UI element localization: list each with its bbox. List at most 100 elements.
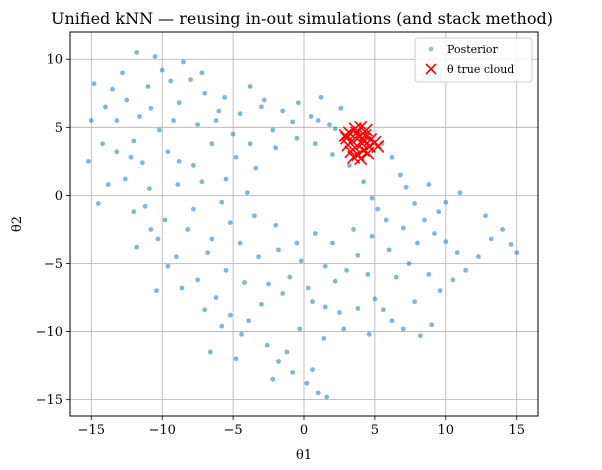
posterior-point	[310, 367, 315, 373]
posterior-point	[213, 118, 219, 123]
posterior-point	[366, 331, 372, 337]
posterior-point	[312, 231, 318, 236]
posterior-point	[148, 227, 154, 232]
y-tick-label: −10	[36, 325, 63, 340]
posterior-point	[233, 356, 239, 362]
posterior-point	[120, 70, 125, 76]
posterior-point	[324, 394, 330, 400]
posterior-point	[294, 240, 300, 246]
y-tick-label: −15	[36, 393, 63, 408]
posterior-point	[185, 227, 191, 232]
posterior-point	[199, 179, 205, 185]
posterior-point	[369, 195, 375, 201]
legend-theta-label: θ true cloud	[447, 63, 514, 76]
posterior-point	[95, 201, 101, 206]
posterior-point	[417, 333, 423, 339]
posterior-point	[213, 295, 219, 300]
posterior-point	[389, 154, 395, 160]
posterior-point	[176, 158, 182, 164]
posterior-point	[131, 138, 137, 144]
posterior-point	[422, 217, 427, 223]
posterior-point	[208, 349, 213, 355]
y-tick-label: 0	[55, 189, 63, 204]
y-tick-label: 10	[46, 53, 63, 68]
posterior-point	[312, 141, 318, 147]
posterior-point	[128, 154, 134, 160]
posterior-point	[266, 281, 271, 287]
posterior-point	[152, 54, 158, 59]
posterior-point	[287, 274, 293, 280]
data-points	[86, 50, 520, 400]
posterior-point	[219, 199, 225, 205]
axis-ticks: −15 −10 −5 0 5 10 15 −15 −10 −5 0 5 10	[36, 53, 525, 438]
posterior-point	[230, 131, 236, 137]
theta-true-point	[356, 133, 371, 147]
posterior-point	[355, 252, 361, 258]
posterior-point	[156, 127, 162, 133]
theta-true-point	[371, 139, 385, 153]
grid-lines	[70, 32, 538, 416]
posterior-point	[383, 217, 389, 223]
posterior-point	[426, 271, 432, 277]
posterior-point	[332, 278, 338, 284]
posterior-point	[223, 267, 229, 273]
legend-posterior-label: Posterior	[447, 43, 499, 56]
posterior-point	[400, 225, 406, 231]
posterior-point	[318, 94, 324, 100]
posterior-point	[308, 114, 314, 119]
chart-title: Unified kNN — reusing in-out simulations…	[51, 9, 553, 28]
posterior-point	[259, 301, 264, 307]
posterior-point	[346, 163, 352, 168]
posterior-point	[365, 271, 371, 277]
posterior-point	[304, 380, 310, 386]
posterior-point	[122, 176, 128, 182]
posterior-point	[134, 244, 140, 250]
x-tick-label: −5	[224, 423, 243, 438]
y-tick-label: 5	[55, 121, 63, 136]
posterior-point	[86, 158, 91, 164]
posterior-point	[105, 182, 111, 187]
posterior-point	[223, 176, 229, 182]
posterior-point	[457, 190, 463, 196]
posterior-point	[154, 288, 159, 294]
posterior-point	[483, 213, 488, 219]
posterior-point	[280, 291, 286, 296]
posterior-point	[369, 233, 375, 239]
posterior-point	[381, 307, 386, 313]
posterior-point	[329, 240, 335, 246]
posterior-point	[514, 250, 520, 255]
posterior-point	[337, 310, 342, 315]
posterior-point	[142, 203, 148, 209]
posterior-point	[327, 122, 332, 127]
posterior-point	[393, 274, 399, 280]
theta-true-point	[354, 152, 368, 166]
posterior-point	[426, 182, 432, 187]
posterior-point	[310, 299, 315, 305]
posterior-point	[386, 247, 392, 253]
posterior-point	[375, 206, 381, 212]
posterior-point	[242, 280, 247, 285]
theta-true-point	[361, 146, 375, 160]
posterior-point	[202, 90, 208, 96]
posterior-point	[476, 254, 481, 260]
posterior-point	[500, 227, 505, 232]
posterior-point	[454, 250, 460, 255]
theta-true-point	[358, 128, 372, 143]
posterior-point	[209, 141, 215, 147]
posterior-point	[361, 179, 366, 185]
posterior-point	[239, 331, 245, 337]
posterior-point	[276, 247, 281, 253]
posterior-point	[88, 118, 94, 123]
posterior-point	[247, 84, 253, 89]
legend-posterior-marker	[428, 46, 434, 52]
posterior-point	[168, 78, 174, 84]
legend-box	[414, 37, 533, 83]
y-tick-label: −5	[44, 257, 63, 272]
posterior-point	[145, 84, 151, 89]
posterior-point	[329, 152, 335, 157]
posterior-point	[322, 263, 328, 269]
posterior-point	[244, 190, 250, 196]
posterior-point	[295, 100, 301, 106]
posterior-point	[406, 261, 412, 266]
posterior-point	[261, 97, 267, 103]
